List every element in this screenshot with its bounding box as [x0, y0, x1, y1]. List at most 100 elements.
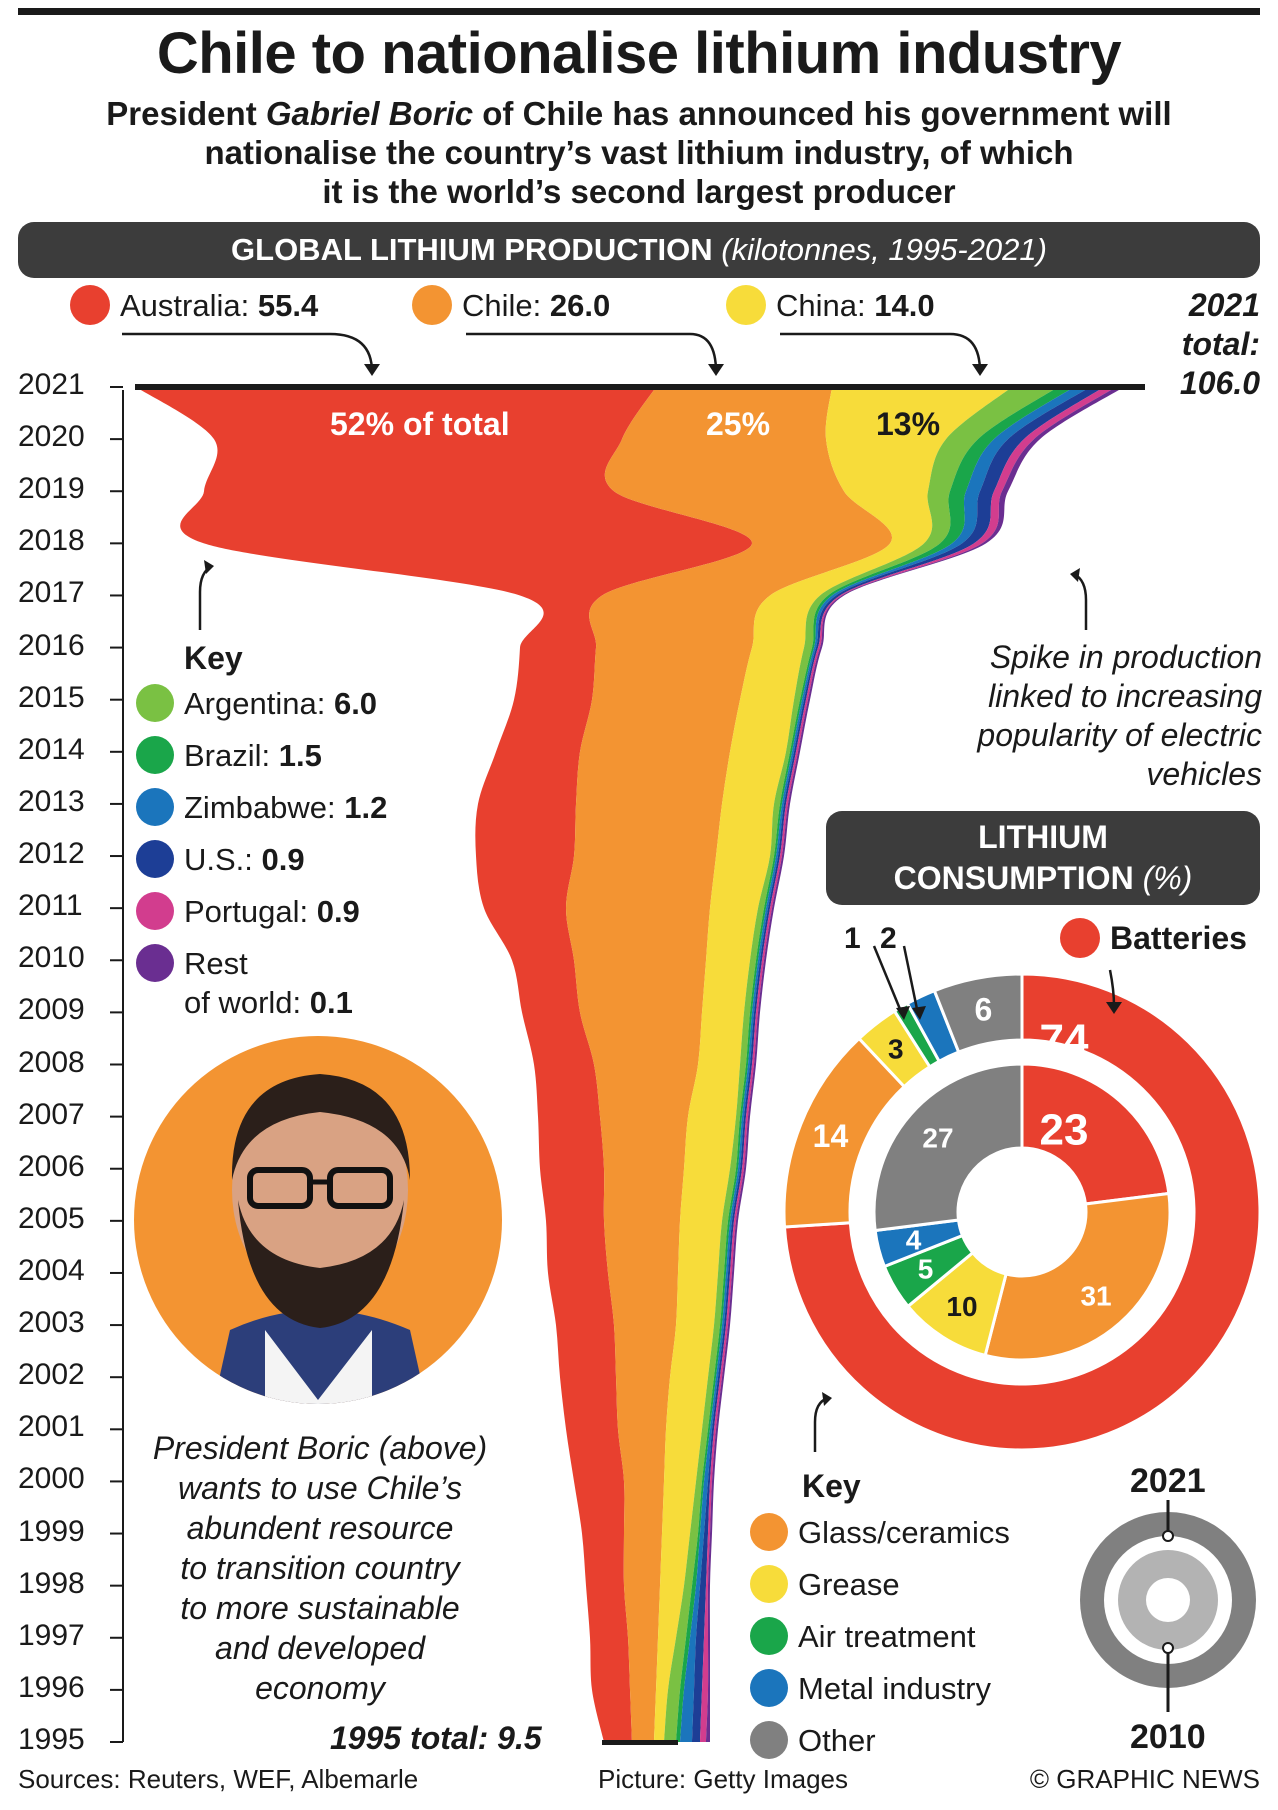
donut-label-2010: 23	[1040, 1106, 1089, 1155]
production-stream	[136, 387, 1124, 1742]
key-other: Other	[750, 1720, 876, 1762]
y-tick-label: 2017	[18, 576, 85, 610]
y-tick-label: 2009	[18, 993, 85, 1027]
key-swatch	[136, 839, 174, 878]
stream-layer-china	[654, 387, 1012, 1742]
donut-label-2021: 74	[1040, 1016, 1089, 1065]
key-value: 0.9	[316, 894, 360, 929]
arrow-china	[780, 332, 982, 373]
arrow-bottom-key	[813, 1396, 829, 1452]
consumption-donuts: 74 14 3 6 23 31 10 54 27	[782, 972, 1262, 1452]
annotation-line: Spike in production	[989, 639, 1262, 675]
donut-label-2021: 6	[975, 992, 993, 1028]
key-name: U.S.:	[184, 842, 253, 877]
page-subtitle: President Gabriel Boric of Chile has ann…	[60, 94, 1218, 211]
stream-layer-australia	[136, 387, 753, 1742]
consumption-banner: LITHIUM CONSUMPTION (%)	[826, 811, 1260, 905]
donut-label-2010: 27	[922, 1122, 953, 1153]
donut-slice-2021-batteries	[782, 972, 1262, 1452]
key-swatch	[750, 1512, 788, 1551]
boric-caption: President Boric (above) wants to use Chi…	[110, 1428, 530, 1708]
y-tick-label: 2012	[18, 837, 85, 871]
y-tick-label: 2007	[18, 1097, 85, 1131]
total-2021-line: total:	[1181, 326, 1260, 362]
key-name: Brazil:	[184, 738, 271, 773]
caption-line: economy	[255, 1670, 385, 1706]
key-rest-of-world-line2: of world: 0.1	[184, 984, 353, 1022]
key-brazil: Brazil: 1.5	[136, 735, 322, 777]
y-tick-label: 2006	[18, 1149, 85, 1183]
total-2021-line: 2021	[1188, 287, 1260, 323]
batteries-legend-label: Batteries	[1110, 920, 1247, 956]
donut-slice-2010-glass-ceramics	[983, 1191, 1172, 1362]
key-rest-of-world: Rest	[136, 943, 248, 985]
production-banner-unit: (kilotonnes, 1995-2021)	[721, 232, 1047, 267]
key-argentina: Argentina: 6.0	[136, 683, 377, 725]
key-glass-ceramics: Glass/ceramics	[750, 1512, 1010, 1554]
caption-line: wants to use Chile’s	[178, 1470, 462, 1506]
annotation-line: popularity of electric	[977, 717, 1262, 753]
key-portugal: Portugal: 0.9	[136, 891, 360, 933]
key-grease: Grease	[750, 1564, 900, 1606]
production-banner-title: GLOBAL LITHIUM PRODUCTION	[231, 232, 713, 267]
y-tick-label: 1996	[18, 1670, 85, 1704]
batteries-legend: Batteries	[1060, 917, 1247, 961]
legend-australia: Australia: 55.4	[70, 285, 318, 328]
legend-name: Australia:	[120, 288, 250, 324]
consumption-banner-line2: CONSUMPTION	[893, 860, 1134, 896]
key-swatch	[136, 683, 174, 722]
y-tick-label: 2014	[18, 732, 85, 766]
y-tick-label: 2021	[18, 368, 85, 401]
key-name: Portugal:	[184, 894, 309, 929]
donut-slice-2010-batteries	[1020, 1062, 1171, 1206]
caption-line: President Boric (above)	[152, 1430, 488, 1466]
key-swatch	[750, 1616, 788, 1655]
y-tick-label: 2001	[18, 1410, 85, 1444]
key-name: of world:	[184, 985, 302, 1020]
legend-chile: Chile: 26.0	[412, 285, 611, 328]
subtitle-part: President	[106, 95, 266, 132]
key-name: Argentina:	[184, 686, 326, 721]
y-tick-label: 2013	[18, 784, 85, 818]
arrow-australia	[122, 332, 374, 373]
stream-layer-chile	[566, 387, 893, 1742]
key-swatch	[136, 787, 174, 826]
subtitle-line: it is the world’s second largest produce…	[322, 173, 956, 210]
legend-name: China:	[776, 288, 866, 324]
spike-annotation: Spike in production linked to increasing…	[900, 638, 1262, 794]
key-us: U.S.: 0.9	[136, 839, 305, 881]
y-axis-ticks	[110, 386, 123, 1743]
consumption-banner-unit: (%)	[1142, 860, 1193, 896]
arrow-callout-1	[872, 945, 904, 1015]
footer-sources: Sources: Reuters, WEF, Albemarle	[18, 1764, 419, 1794]
ring-legend-outer: 2021	[1130, 1462, 1206, 1500]
legend-value: 26.0	[549, 288, 611, 324]
annotation-line: vehicles	[1146, 756, 1262, 792]
key-zimbabwe: Zimbabwe: 1.2	[136, 787, 387, 829]
total-1995-bar	[602, 1740, 678, 1745]
key-name: Grease	[798, 1567, 900, 1602]
key-swatch	[750, 1668, 788, 1707]
y-tick-label: 2002	[18, 1358, 85, 1392]
legend-value: 14.0	[874, 288, 935, 324]
subtitle-line: nationalise the country’s vast lithium i…	[204, 134, 1074, 171]
key-swatch	[750, 1564, 788, 1603]
stream-layer-argentina	[664, 387, 1058, 1742]
share-label-australia: 52% of total	[330, 406, 510, 442]
legend-swatch	[412, 285, 452, 325]
key-air-treatment: Air treatment	[750, 1616, 975, 1658]
key-swatch	[750, 1720, 788, 1759]
annotation-line: linked to increasing	[988, 678, 1262, 714]
key-swatch	[136, 891, 174, 930]
y-tick-label: 2003	[18, 1306, 85, 1340]
key-swatch	[136, 735, 174, 774]
donut-label-2010: 4	[906, 1224, 922, 1255]
share-label-china: 13%	[876, 406, 941, 442]
y-tick-label: 2016	[18, 628, 85, 662]
y-tick-label: 1997	[18, 1618, 85, 1652]
total-2021-bar	[135, 384, 1145, 390]
y-tick-label: 2004	[18, 1253, 85, 1287]
y-tick-label: 2010	[18, 941, 85, 975]
legend-swatch	[70, 285, 110, 325]
